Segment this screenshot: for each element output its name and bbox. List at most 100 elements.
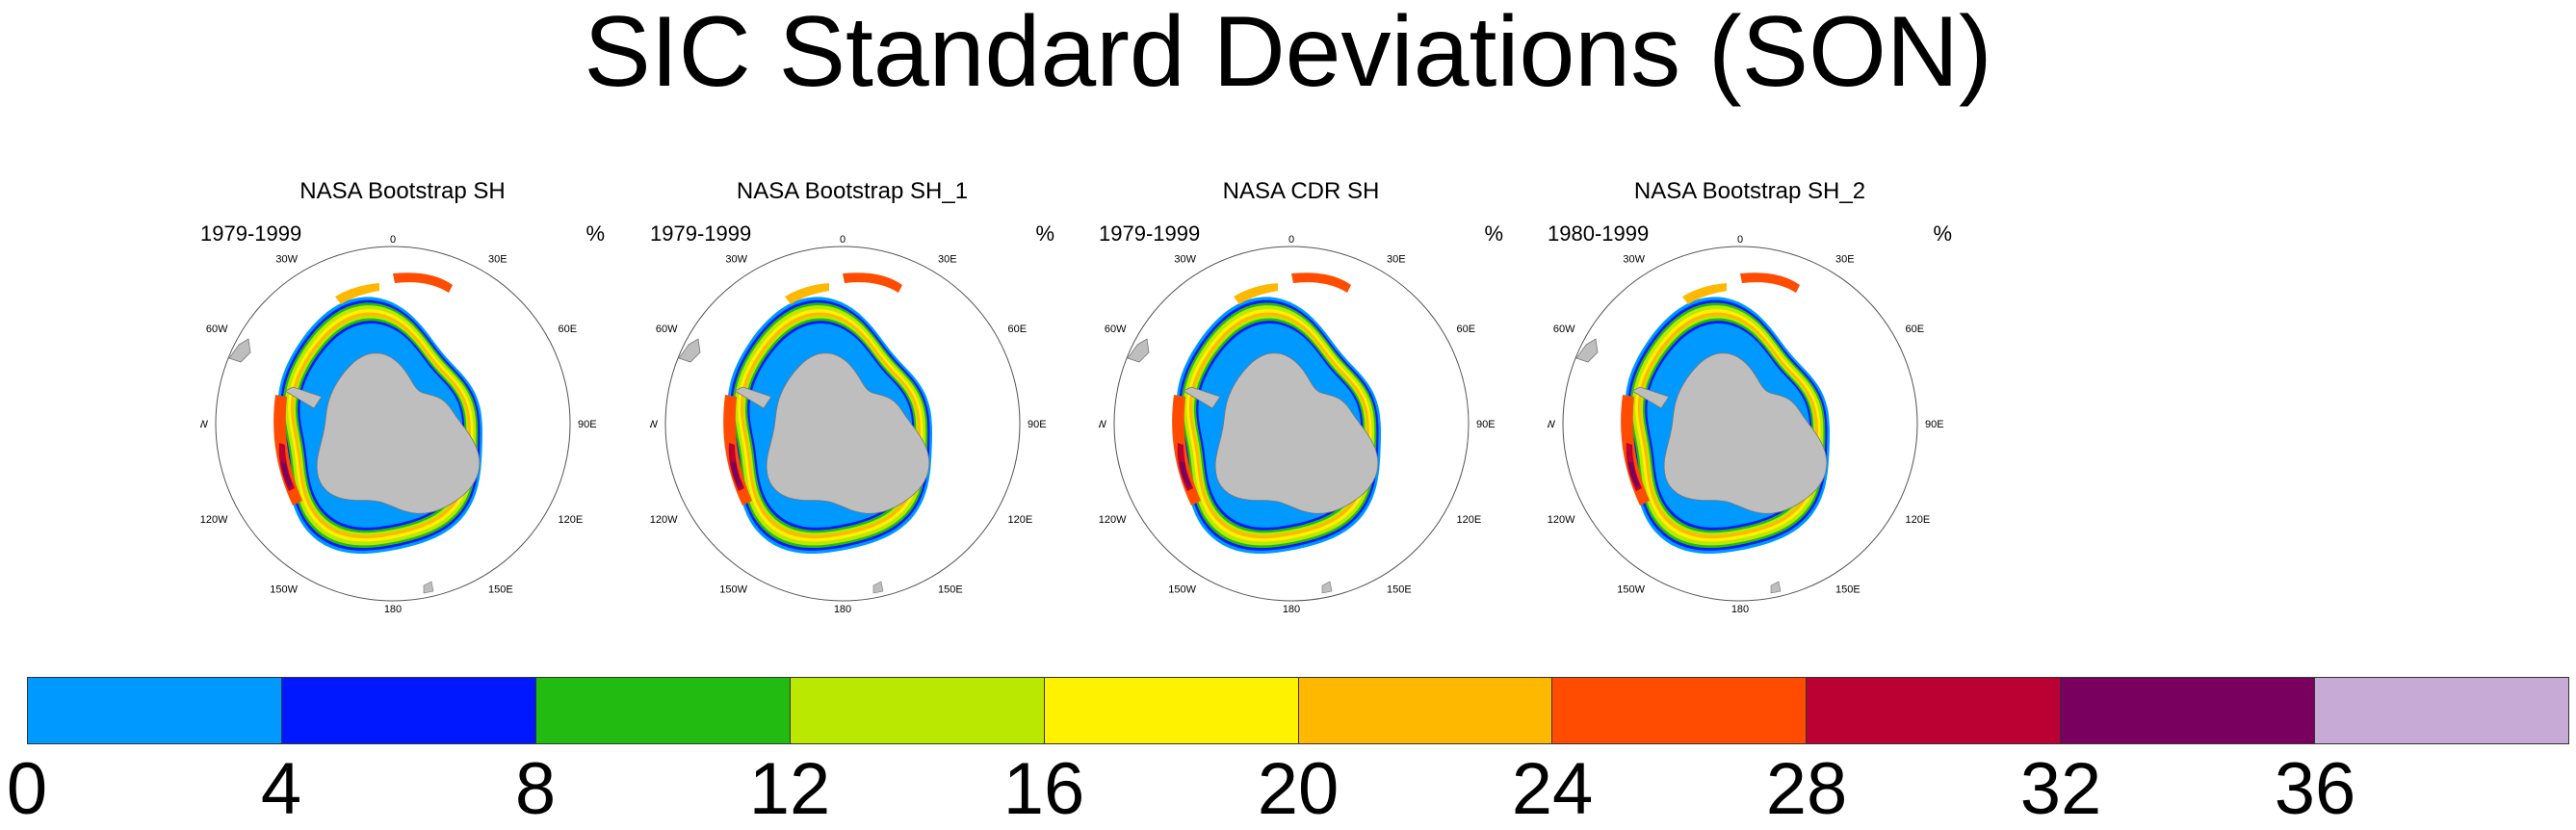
- colorbar-box: [1044, 678, 1299, 743]
- longitude-label: 120E: [1457, 514, 1482, 526]
- ice-streak-red: [1621, 395, 1650, 506]
- colorbar-tick-label: 4: [260, 748, 302, 830]
- map-boundary: [1113, 246, 1470, 602]
- ice-patch-orange: [1234, 283, 1278, 304]
- longitude-label: 30E: [1387, 254, 1406, 266]
- colorbar-tick-label: 24: [1511, 748, 1594, 830]
- south-america-landmass: [228, 338, 251, 363]
- longitude-label: 30W: [725, 254, 747, 266]
- colorbar-box: [281, 678, 536, 743]
- panel-period: 1979-1999: [200, 221, 302, 246]
- longitude-label: 90W: [1548, 419, 1556, 430]
- colorbar-box: [1807, 678, 2062, 743]
- longitude-label: 150W: [1617, 584, 1645, 596]
- island-landmass: [1321, 581, 1333, 594]
- ice-streak-crimson: [1177, 443, 1193, 491]
- panel-unit: %: [1484, 221, 1503, 246]
- longitude-label: 180: [384, 604, 402, 615]
- ice-streak-crimson: [728, 443, 744, 491]
- map-boundary: [664, 246, 1021, 602]
- ice-streak-crimson: [1626, 443, 1642, 491]
- colorbar-box: [28, 678, 282, 743]
- ice-patch-red: [843, 272, 902, 293]
- ice-streak-maroon: [1628, 462, 1640, 487]
- longitude-label: 150E: [938, 584, 963, 596]
- ice-streak-maroon: [281, 462, 293, 487]
- longitude-label: 180: [1283, 604, 1300, 615]
- colorbar-box: [2315, 678, 2569, 743]
- colorbar-tick-label: 36: [2274, 748, 2356, 830]
- longitude-label: 60E: [1457, 324, 1476, 335]
- polar-map: 0 30E 60E 90E 120E 150E 180 150W 120W 90W 60W 30W: [1099, 234, 1496, 615]
- panel-period: 1979-1999: [650, 221, 752, 246]
- ice-patch-orange: [1682, 283, 1727, 304]
- colorbar-tick-label: 8: [514, 748, 557, 830]
- antarctic-peninsula: [284, 386, 323, 409]
- longitude-label: 120W: [1099, 514, 1127, 526]
- colorbar-tick-label: 20: [1257, 748, 1340, 830]
- longitude-label: 0: [1737, 234, 1743, 246]
- ice-patch-red: [393, 272, 453, 293]
- map-panel-bootstrap-sh-1: 0 30E 60E 90E 120E 150E 180 150W 120W 90W 60W 30W N…: [650, 173, 1054, 626]
- south-america-landmass: [678, 338, 701, 363]
- map-panel-cdr-sh: 0 30E 60E 90E 120E 150E 180 150W 120W 90W 60W 30W N…: [1099, 173, 1503, 626]
- island-landmass: [423, 581, 434, 594]
- longitude-label: 60W: [1105, 324, 1127, 335]
- ice-patch-orange: [335, 283, 379, 304]
- longitude-label: 120E: [1008, 514, 1033, 526]
- longitude-label: 0: [390, 234, 396, 246]
- panel-title: NASA CDR SH: [1222, 178, 1380, 204]
- longitude-label: 90E: [1028, 419, 1047, 430]
- longitude-label: 30E: [1835, 254, 1855, 266]
- longitude-label: 180: [1731, 604, 1749, 615]
- map-panel-bootstrap-sh-2: 0 30E 60E 90E 120E 150E 180 150W 120W 90W 60W 30W N…: [1548, 173, 1952, 626]
- antarctica-landmass: [1663, 352, 1828, 514]
- panel-unit: %: [1933, 221, 1952, 246]
- longitude-label: 60W: [206, 324, 228, 335]
- longitude-label: 60W: [1553, 324, 1575, 335]
- longitude-label: 120W: [650, 514, 678, 526]
- longitude-label: 60E: [559, 324, 578, 335]
- panel-title: NASA Bootstrap SH_2: [1633, 178, 1866, 204]
- polar-map: 0 30E 60E 90E 120E 150E 180 150W 120W 90W 60W 30W: [650, 234, 1047, 615]
- longitude-label: 30W: [1623, 254, 1645, 266]
- longitude-label: 0: [1288, 234, 1294, 246]
- longitude-label: 150E: [1387, 584, 1412, 596]
- antarctic-peninsula: [734, 386, 772, 409]
- main-title: SIC Standard Deviations (SON): [584, 0, 1992, 108]
- longitude-label: 0: [840, 234, 846, 246]
- ice-streak-red: [273, 395, 302, 506]
- panel-period: 1980-1999: [1548, 221, 1650, 246]
- ice-patch-red: [1291, 272, 1351, 293]
- panel-title: NASA Bootstrap SH: [299, 178, 506, 204]
- antarctica-landmass: [1214, 352, 1379, 514]
- panel-period: 1979-1999: [1099, 221, 1201, 246]
- longitude-label: 150E: [1835, 584, 1860, 596]
- longitude-label: 150E: [488, 584, 513, 596]
- longitude-label: 30E: [938, 254, 957, 266]
- longitude-label: 90E: [578, 419, 597, 430]
- panel-title: NASA Bootstrap SH_1: [736, 178, 969, 204]
- ice-patch-red: [1740, 272, 1800, 293]
- antarctica-landmass: [766, 352, 930, 514]
- longitude-label: 30E: [488, 254, 507, 266]
- ice-patch-orange: [785, 283, 829, 304]
- colorbar-box: [535, 678, 791, 743]
- longitude-label: 120W: [200, 514, 228, 526]
- longitude-label: 60E: [1008, 324, 1028, 335]
- colorbar-box: [1552, 678, 1808, 743]
- ice-streak-maroon: [731, 462, 742, 487]
- longitude-label: 180: [834, 604, 851, 615]
- colorbar-box: [1298, 678, 1553, 743]
- colorbar: [27, 677, 2569, 744]
- longitude-label: 60W: [656, 324, 678, 335]
- panel-unit: %: [585, 221, 605, 246]
- south-america-landmass: [1127, 338, 1150, 363]
- map-panel-bootstrap-sh: 0 30E 60E 90E 120E 150E 180 150W 120W 90W 60W 30W N…: [200, 173, 605, 626]
- longitude-label: 30W: [1174, 254, 1196, 266]
- colorbar-tick-label: 0: [6, 748, 48, 830]
- antarctic-peninsula: [1631, 386, 1670, 409]
- map-boundary: [1562, 246, 1918, 602]
- longitude-label: 90W: [200, 419, 209, 430]
- antarctic-peninsula: [1183, 386, 1221, 409]
